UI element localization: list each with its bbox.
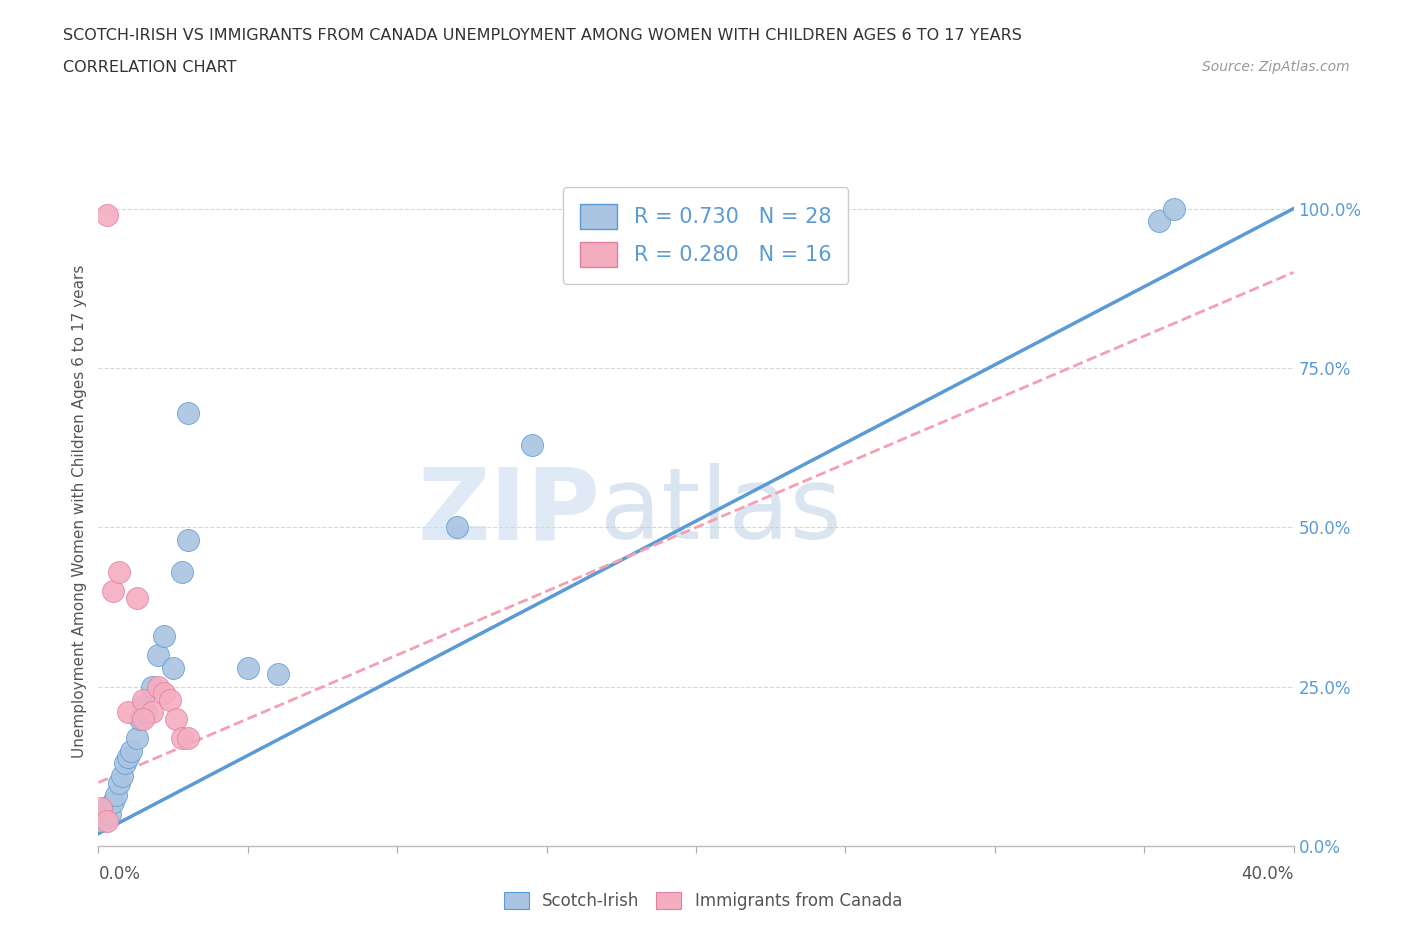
- Point: [148, 680, 170, 695]
- Text: 0.0%: 0.0%: [98, 865, 141, 883]
- Point: [177, 730, 200, 745]
- Point: [127, 591, 149, 605]
- Point: [96, 801, 118, 816]
- Point: [127, 730, 149, 745]
- Point: [105, 788, 128, 803]
- Point: [111, 769, 134, 784]
- Point: [96, 207, 118, 222]
- Point: [141, 705, 163, 720]
- Point: [93, 807, 115, 822]
- Point: [129, 711, 152, 726]
- Point: [165, 711, 187, 726]
- Point: [90, 814, 112, 829]
- Text: 40.0%: 40.0%: [1241, 865, 1294, 883]
- Point: [132, 692, 155, 707]
- Point: [177, 533, 200, 548]
- Text: Source: ZipAtlas.com: Source: ZipAtlas.com: [1202, 60, 1350, 74]
- Point: [132, 711, 155, 726]
- Point: [117, 705, 139, 720]
- Point: [520, 437, 543, 452]
- Y-axis label: Unemployment Among Women with Children Ages 6 to 17 years: Unemployment Among Women with Children A…: [72, 265, 87, 758]
- Point: [90, 801, 112, 816]
- Point: [153, 685, 176, 700]
- Point: [98, 807, 122, 822]
- Point: [177, 405, 200, 420]
- Point: [172, 565, 194, 579]
- Point: [117, 750, 139, 764]
- Point: [132, 698, 155, 713]
- Point: [141, 680, 163, 695]
- Point: [159, 692, 181, 707]
- Legend: Scotch-Irish, Immigrants from Canada: Scotch-Irish, Immigrants from Canada: [498, 885, 908, 917]
- Point: [148, 647, 170, 662]
- Text: ZIP: ZIP: [418, 463, 600, 560]
- Point: [1147, 214, 1170, 229]
- Point: [96, 814, 118, 829]
- Point: [103, 794, 125, 809]
- Point: [108, 775, 131, 790]
- Point: [267, 667, 290, 682]
- Point: [108, 565, 131, 579]
- Point: [1163, 201, 1185, 216]
- Point: [162, 660, 184, 675]
- Point: [135, 705, 157, 720]
- Point: [153, 629, 176, 644]
- Point: [114, 756, 136, 771]
- Point: [172, 730, 194, 745]
- Point: [120, 743, 142, 758]
- Point: [103, 584, 125, 599]
- Legend: R = 0.730   N = 28, R = 0.280   N = 16: R = 0.730 N = 28, R = 0.280 N = 16: [562, 187, 848, 284]
- Text: atlas: atlas: [600, 463, 842, 560]
- Point: [446, 520, 468, 535]
- Text: CORRELATION CHART: CORRELATION CHART: [63, 60, 236, 75]
- Point: [236, 660, 259, 675]
- Text: SCOTCH-IRISH VS IMMIGRANTS FROM CANADA UNEMPLOYMENT AMONG WOMEN WITH CHILDREN AG: SCOTCH-IRISH VS IMMIGRANTS FROM CANADA U…: [63, 28, 1022, 43]
